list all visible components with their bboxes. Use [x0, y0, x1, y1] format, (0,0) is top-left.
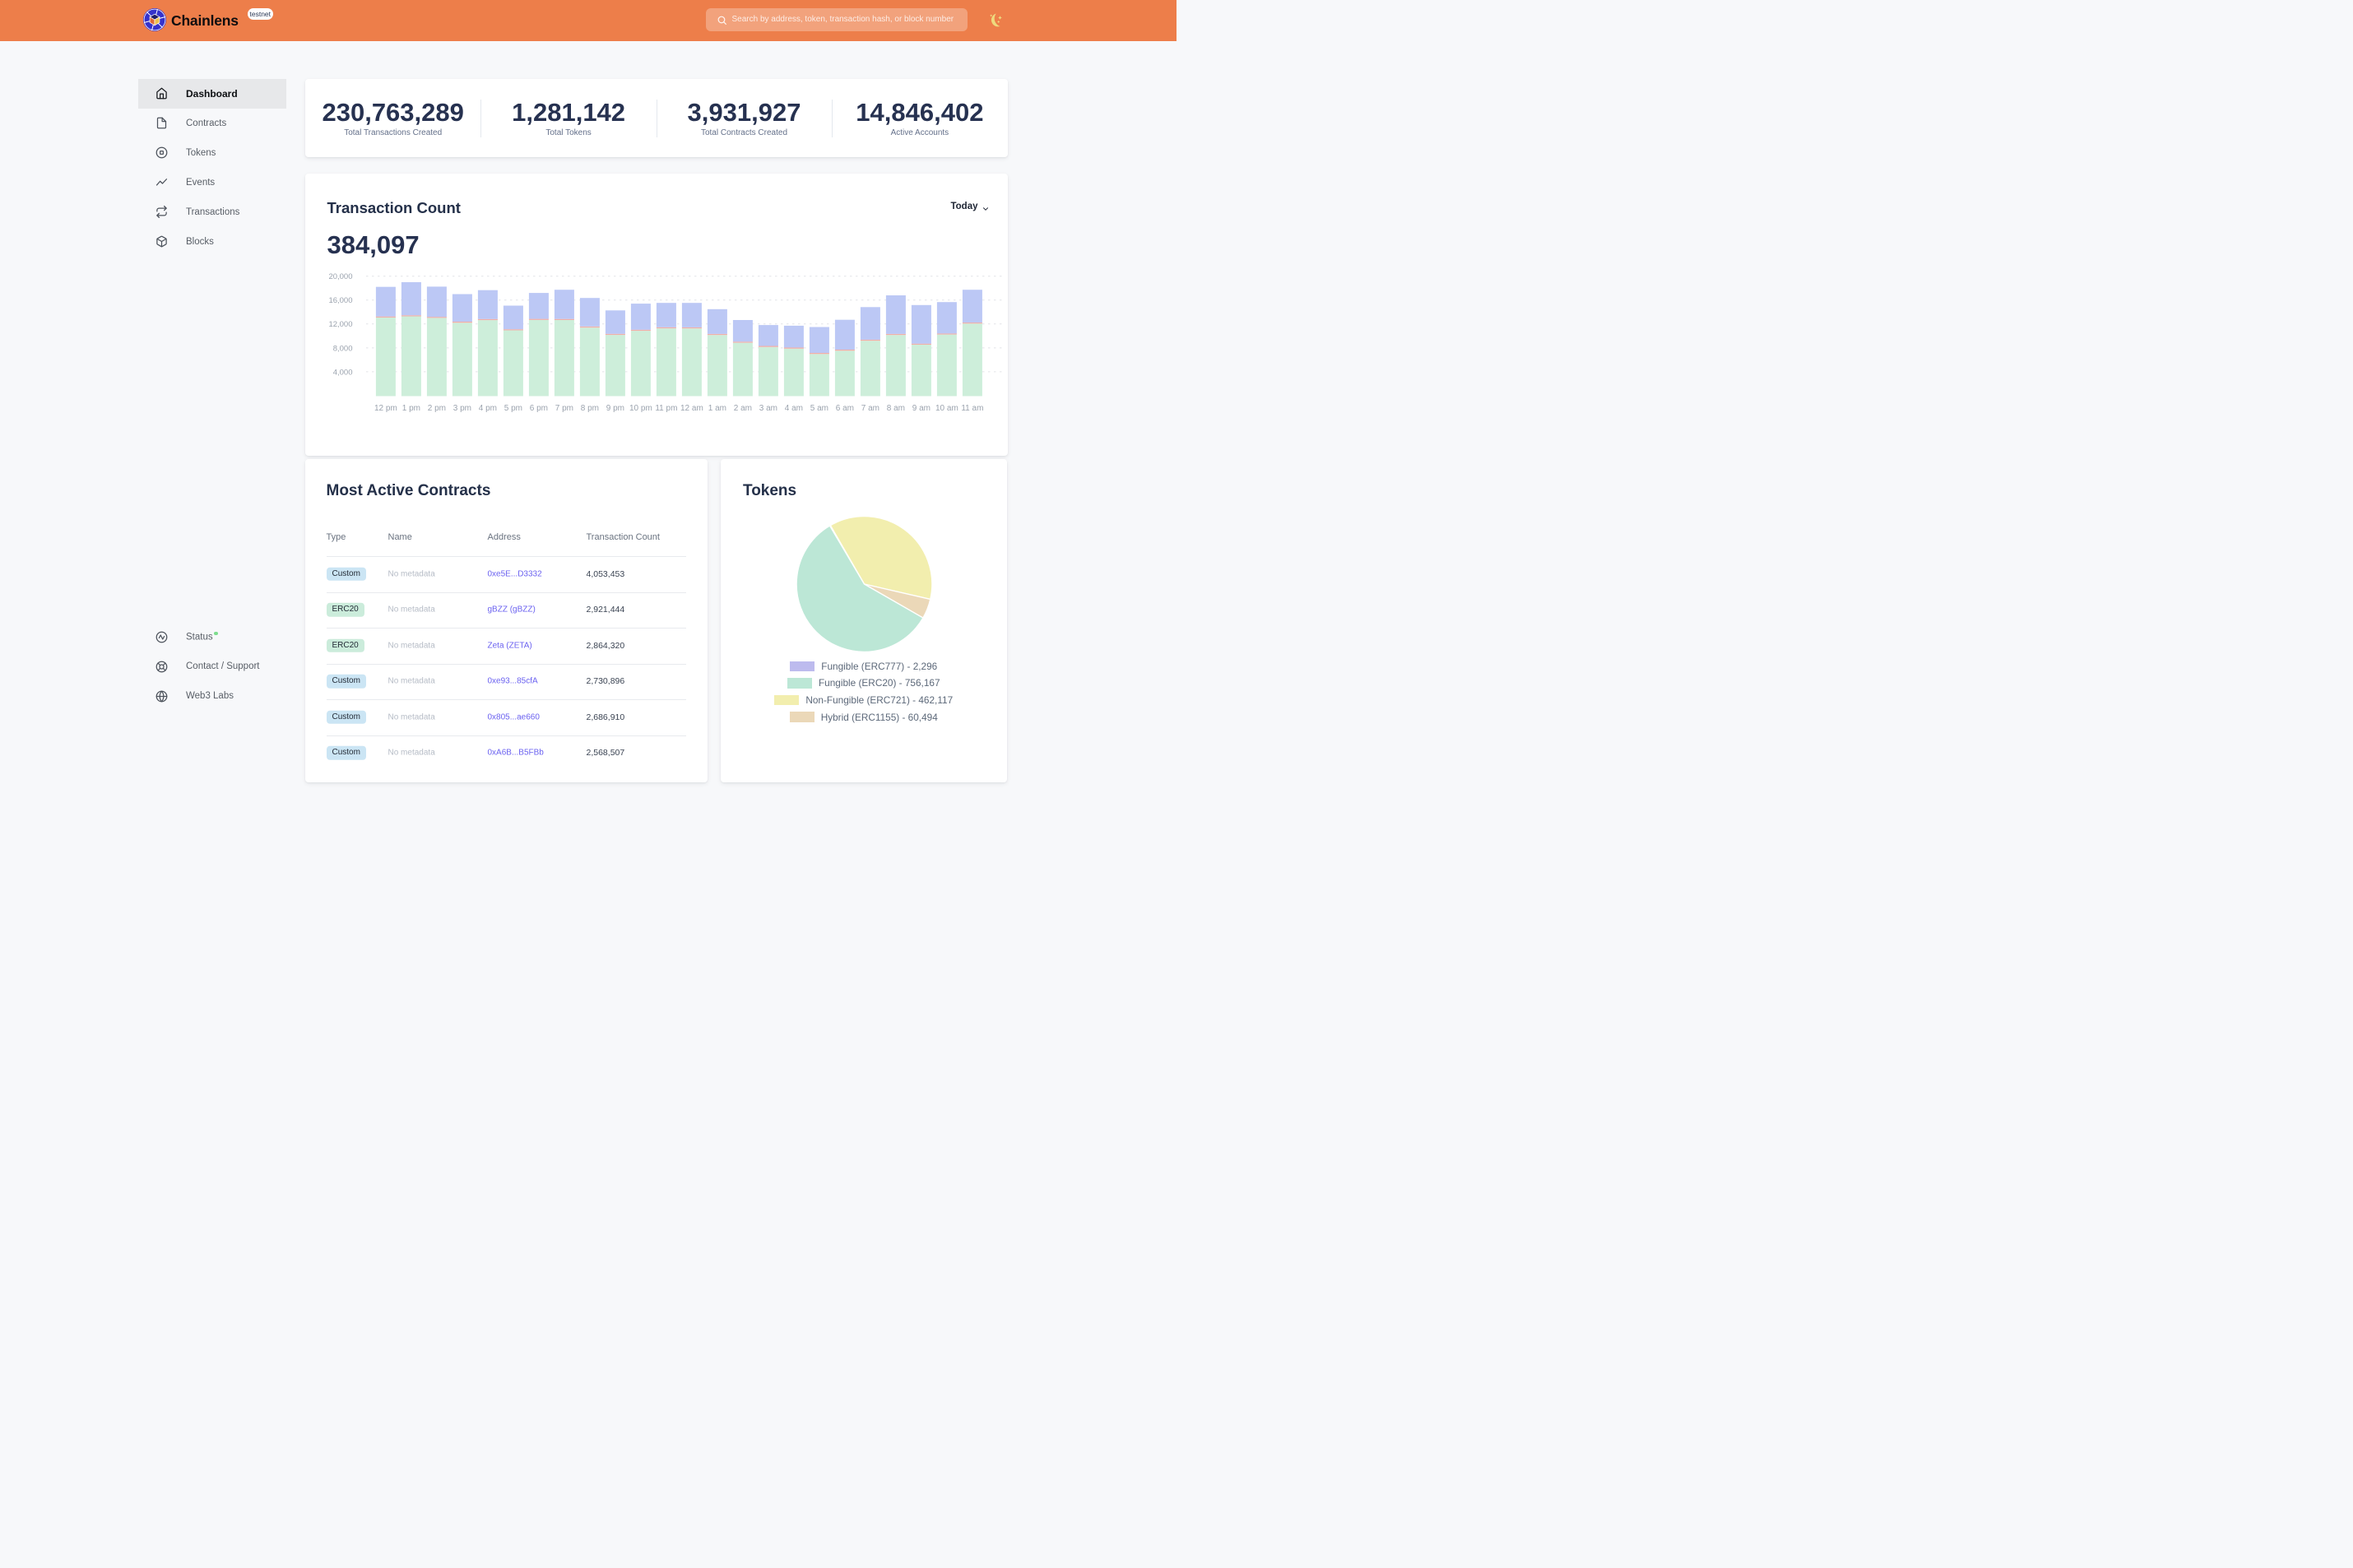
svg-text:7 pm: 7 pm [555, 404, 573, 413]
svg-text:9 am: 9 am [912, 404, 931, 413]
svg-text:2 am: 2 am [734, 404, 752, 413]
svg-text:6 am: 6 am [836, 404, 854, 413]
svg-text:6 pm: 6 pm [530, 404, 548, 413]
svg-text:5 pm: 5 pm [504, 404, 522, 413]
svg-text:12,000: 12,000 [328, 320, 352, 329]
svg-text:11 pm: 11 pm [655, 404, 677, 413]
svg-text:8,000: 8,000 [333, 344, 353, 353]
svg-text:16,000: 16,000 [328, 296, 352, 305]
svg-text:3 am: 3 am [759, 404, 777, 413]
svg-text:11 am: 11 am [961, 404, 983, 413]
svg-text:2 pm: 2 pm [428, 404, 446, 413]
svg-text:10 pm: 10 pm [629, 404, 652, 413]
svg-text:3 pm: 3 pm [453, 404, 471, 413]
svg-text:1 pm: 1 pm [402, 404, 420, 413]
svg-text:12 am: 12 am [680, 404, 703, 413]
svg-text:9 pm: 9 pm [606, 404, 624, 413]
svg-text:1 am: 1 am [708, 404, 726, 413]
svg-text:8 am: 8 am [887, 404, 905, 413]
svg-text:4 pm: 4 pm [479, 404, 497, 413]
svg-text:8 pm: 8 pm [581, 404, 599, 413]
svg-text:10 am: 10 am [935, 404, 958, 413]
svg-text:4 am: 4 am [785, 404, 803, 413]
svg-text:7 am: 7 am [861, 404, 879, 413]
svg-text:12 pm: 12 pm [374, 404, 397, 413]
svg-text:4,000: 4,000 [333, 368, 353, 377]
svg-text:5 am: 5 am [810, 404, 828, 413]
svg-text:20,000: 20,000 [328, 272, 352, 281]
